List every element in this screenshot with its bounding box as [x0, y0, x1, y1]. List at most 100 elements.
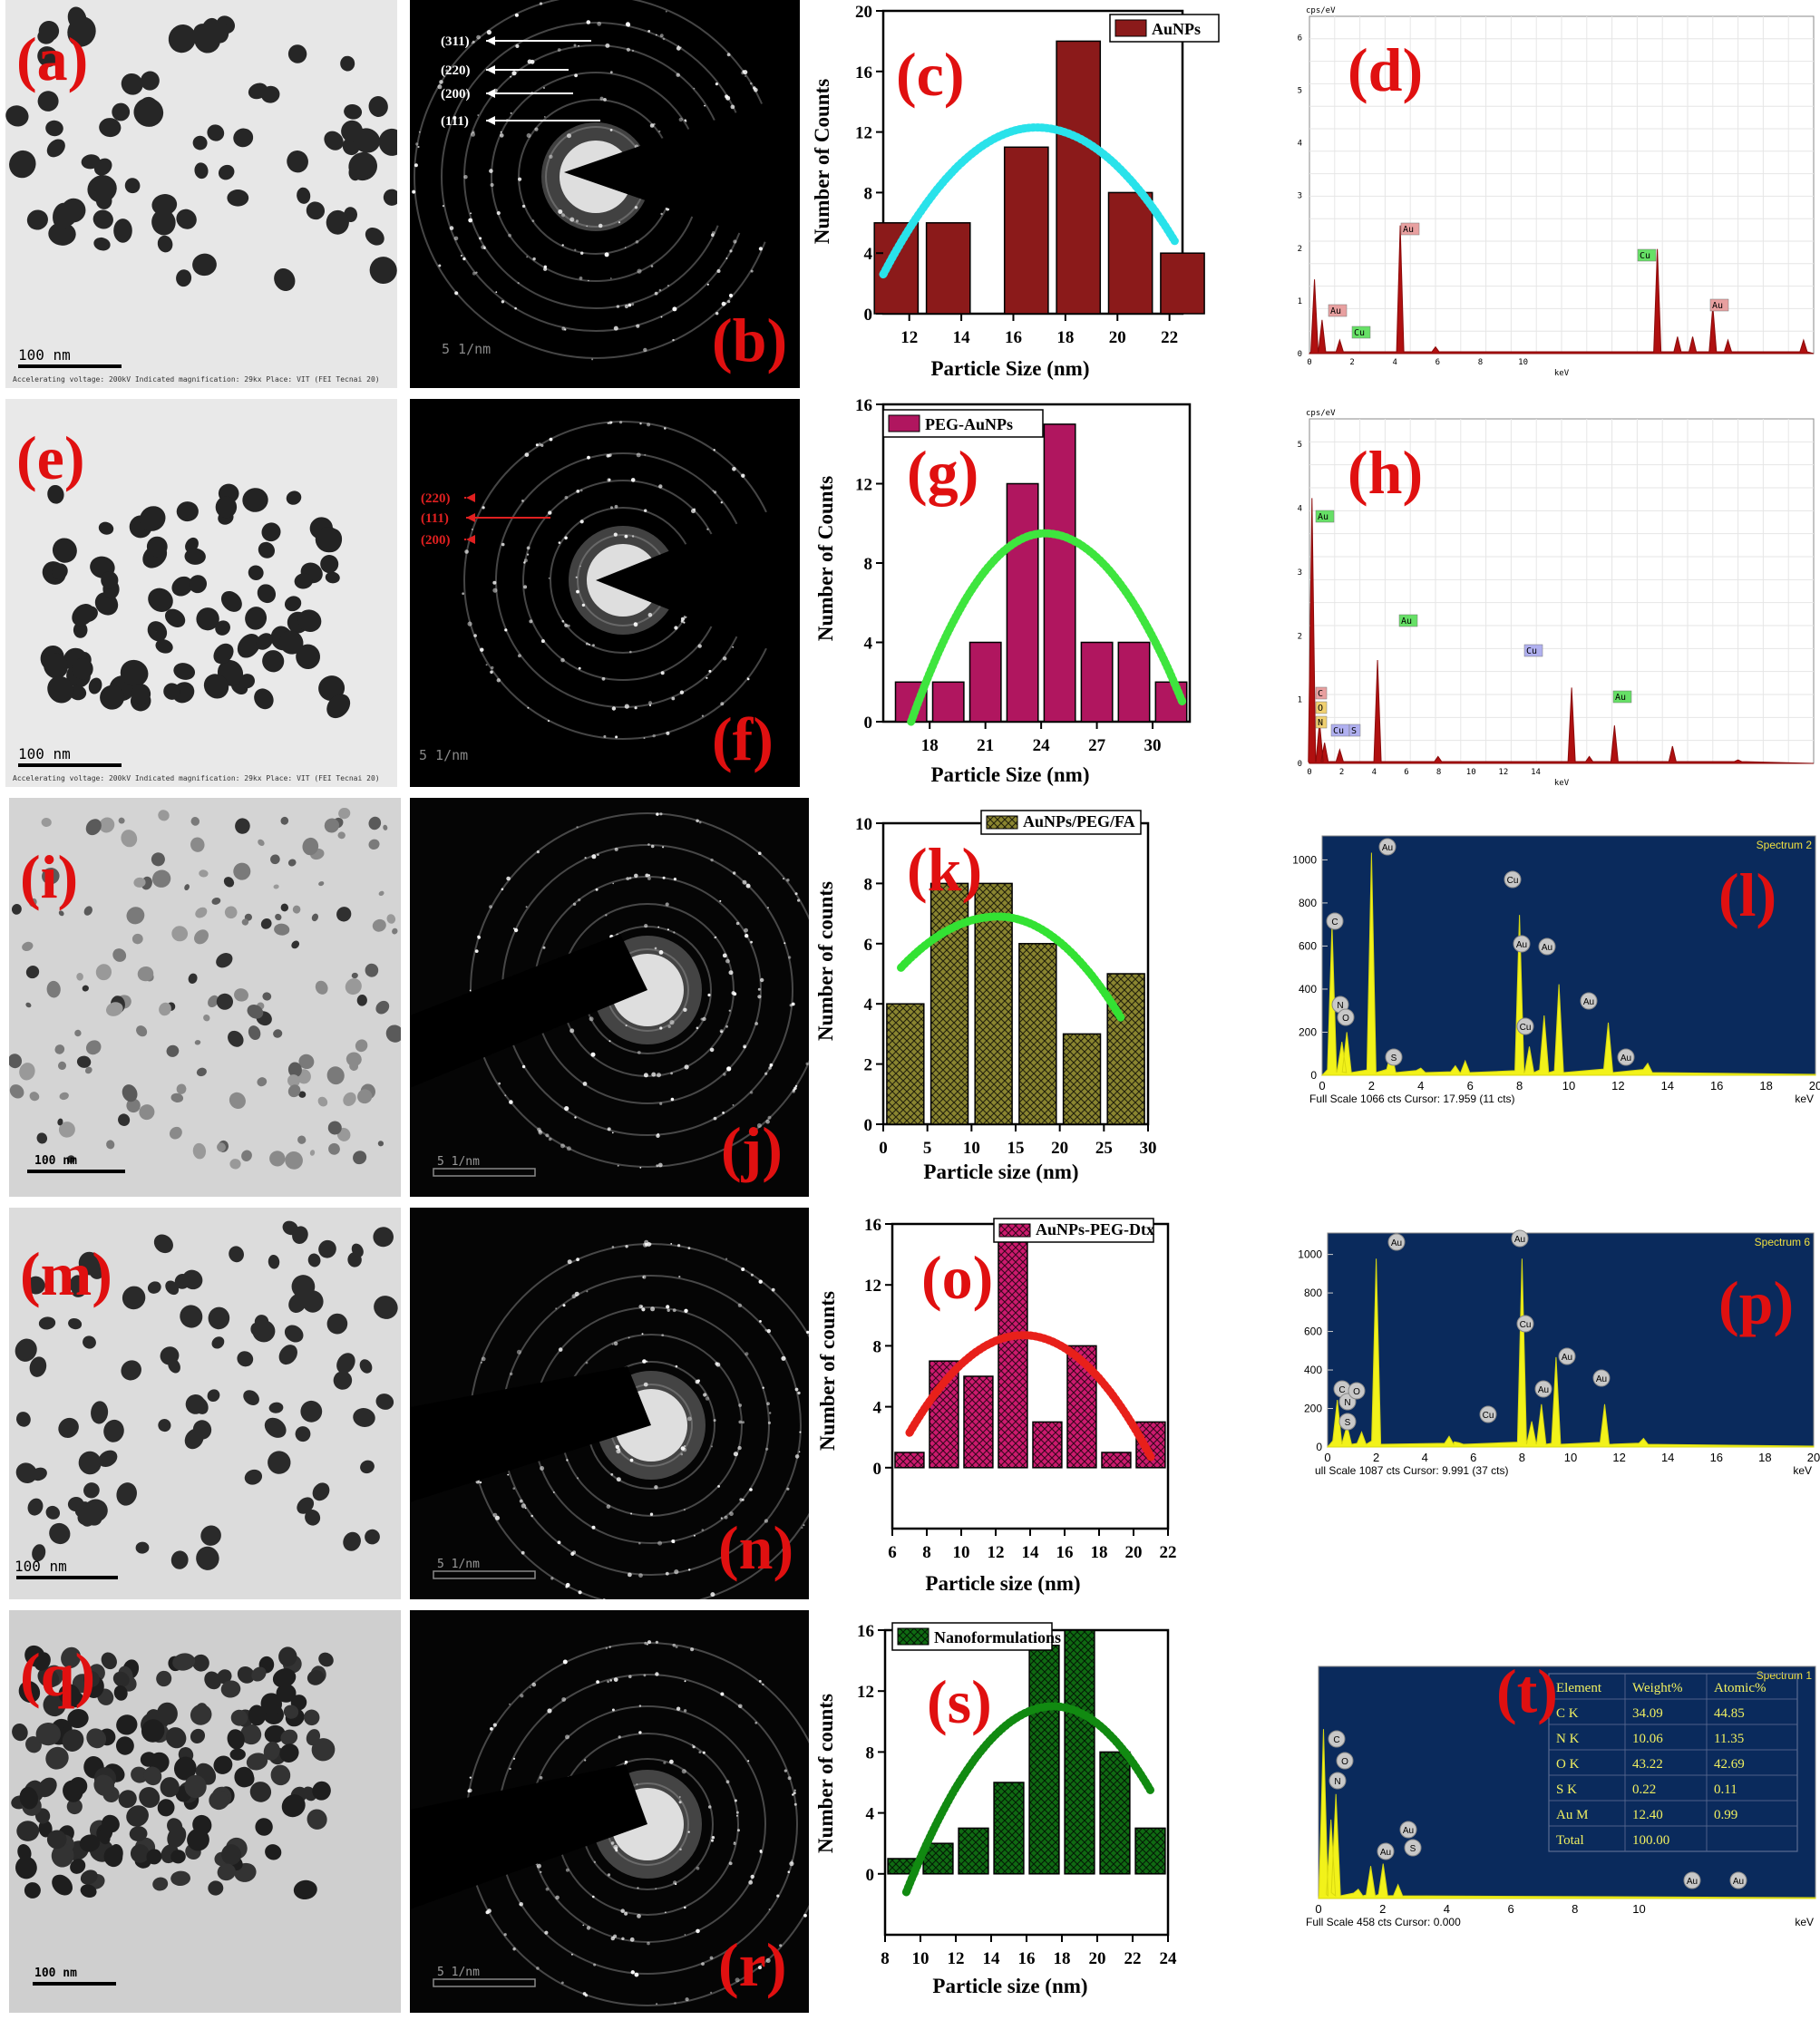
y-axis-label: Number of Counts — [814, 476, 837, 641]
eds-x-label: keV — [1554, 369, 1570, 378]
legend-swatch — [1115, 20, 1146, 36]
legend-label: PEG-AuNPs — [925, 415, 1013, 433]
x-tick-label: 20 — [1109, 328, 1126, 347]
y-tick-label: 0 — [866, 1866, 875, 1885]
eds-element-label: Cu — [1520, 1320, 1532, 1330]
histogram-c: 12 14 16 18 20 22 0 4 8 12 16 20 Particle Size (nm) N… — [802, 0, 1291, 390]
y-axis-label: Number of Counts — [811, 79, 833, 244]
x-axis-label: Particle size (nm) — [923, 1161, 1078, 1183]
table-header-cell: Weight% — [1632, 1681, 1682, 1695]
table-cell: 43.22 — [1632, 1757, 1663, 1772]
eds-y-tick: 0 — [1310, 1069, 1317, 1082]
eds-x-label: keV — [1793, 1464, 1812, 1477]
histogram-bar — [1056, 41, 1100, 314]
histogram-bar — [970, 643, 1001, 723]
x-tick-label: 14 — [983, 1949, 1001, 1968]
eds-x-tick: 20 — [1807, 1451, 1820, 1464]
eds-element-label: C — [1333, 1735, 1339, 1745]
table-cell: 11.35 — [1714, 1732, 1744, 1746]
eds-plot-area — [1328, 1233, 1814, 1447]
legend-swatch — [889, 415, 920, 432]
scale-bar-label: 100 nm — [15, 1558, 67, 1575]
saed-panel-f: 5 1/nm (220) (111) (200) — [410, 399, 800, 787]
tem-info-line: Accelerating voltage: 200kV Indicated ma… — [13, 774, 380, 782]
eds-x-tick: 8 — [1478, 358, 1483, 367]
eds-x-tick: 8 — [1519, 1451, 1525, 1464]
eds-element-label: Cu — [1520, 1023, 1532, 1033]
eds-x-tick: 4 — [1444, 1902, 1450, 1916]
eds-element-label: Cu — [1483, 1411, 1494, 1421]
eds-plot-area — [1322, 836, 1815, 1075]
eds-y-tick: 2 — [1298, 632, 1302, 641]
table-cell: 100.00 — [1632, 1833, 1669, 1848]
legend-label: AuNPs/PEG/FA — [1023, 812, 1135, 830]
eds-y-tick: 0 — [1316, 1441, 1322, 1453]
x-tick-label: 22 — [1124, 1949, 1142, 1968]
eds-element-label: Au — [1380, 1848, 1391, 1858]
saed-panel-b: 5 1/nm (311) (220) (200) (111) — [410, 0, 800, 388]
x-tick-label: 10 — [912, 1949, 929, 1968]
legend-label: AuNPs-PEG-Dtx — [1036, 1220, 1154, 1238]
eds-x-tick: 18 — [1759, 1079, 1772, 1093]
lattice-plane-label: (111) — [421, 511, 449, 526]
legend-swatch — [987, 816, 1017, 829]
x-tick-label: 6 — [888, 1543, 897, 1562]
y-tick-label: 8 — [866, 1743, 875, 1763]
eds-element-label: Au — [1330, 306, 1341, 316]
x-tick-label: 5 — [923, 1139, 931, 1158]
eds-element-label: Cu — [1354, 328, 1365, 338]
x-tick-label: 18 — [1054, 1949, 1071, 1968]
eds-x-tick: 6 — [1436, 358, 1440, 367]
x-tick-label: 16 — [1005, 328, 1022, 347]
eds-element-label: Au — [1318, 512, 1329, 522]
x-tick-label: 21 — [977, 736, 994, 755]
eds-svg: Spectrum 6020040060080010000 2 4 6 8 10 12 14 16… — [1288, 1229, 1820, 1501]
eds-x-tick: 16 — [1710, 1079, 1723, 1093]
eds-x-tick: 14 — [1531, 768, 1541, 777]
eds-y-tick: 400 — [1304, 1364, 1322, 1376]
y-tick-label: 6 — [864, 936, 873, 955]
eds-y-tick: 800 — [1304, 1287, 1322, 1299]
eds-element-label: Au — [1596, 1374, 1607, 1384]
legend-swatch — [898, 1628, 929, 1645]
y-tick-label: 4 — [873, 1399, 882, 1418]
eds-x-tick: 10 — [1564, 1451, 1577, 1464]
eds-l: Spectrum 2 0 200 400 600 800 1000 0 2 4 6 8 10 12 14 16… — [1270, 830, 1820, 1121]
eds-svg: cps/eV0123450 2 4 6 8 10 12 14keVAuCONCu SAuCuAu — [1291, 395, 1820, 794]
histogram-bar — [1118, 643, 1149, 723]
table-cell: 34.09 — [1632, 1706, 1663, 1721]
eds-x-tick: 12 — [1498, 768, 1508, 777]
spectrum-name: Spectrum 1 — [1757, 1669, 1813, 1682]
eds-element-label: N — [1318, 718, 1323, 728]
eds-element-label: Au — [1583, 997, 1594, 1007]
x-tick-label: 30 — [1144, 736, 1162, 755]
tem-info-line: Accelerating voltage: 200kV Indicated ma… — [13, 375, 380, 384]
table-cell: 0.99 — [1714, 1808, 1737, 1822]
eds-x-tick: 0 — [1307, 768, 1311, 777]
eds-t: Spectrum 1 0 2 4 6 8 10 keV Full Scale 458 cts C… — [1306, 1641, 1820, 1942]
eds-element-label: S — [1345, 1418, 1351, 1428]
eds-y-tick: 200 — [1304, 1403, 1322, 1415]
histogram-bar — [964, 1376, 993, 1468]
eds-element-label: Au — [1391, 1238, 1402, 1248]
eds-footer: ull Scale 1087 cts Cursor: 9.991 (37 cts… — [1315, 1464, 1508, 1477]
y-tick-label: 0 — [873, 1460, 882, 1479]
tem-panel-q: 100 nm — [9, 1610, 401, 2013]
x-tick-label: 20 — [1089, 1949, 1106, 1968]
histogram-bar — [1102, 1452, 1131, 1468]
scale-bar-label: 100 nm — [18, 346, 71, 364]
nanoparticle — [227, 189, 248, 207]
eds-svg: Spectrum 2020040060080010000 2 4 6 8 10 12 14 16… — [1270, 830, 1820, 1121]
y-tick-label: 4 — [864, 245, 873, 264]
eds-element-label: S — [1391, 1054, 1397, 1063]
y-tick-label: 8 — [864, 555, 873, 574]
x-axis-label: Particle Size (nm) — [931, 763, 1090, 786]
histogram-bar — [1065, 1630, 1095, 1874]
histogram-bar — [1161, 253, 1204, 314]
y-tick-label: 4 — [866, 1805, 875, 1824]
saed-image-j: 5 1/nm — [410, 798, 809, 1197]
x-tick-label: 20 — [1125, 1543, 1143, 1562]
histogram-bar — [1019, 944, 1056, 1124]
table-cell: 0.22 — [1632, 1782, 1656, 1797]
histogram-bar — [887, 1004, 924, 1124]
